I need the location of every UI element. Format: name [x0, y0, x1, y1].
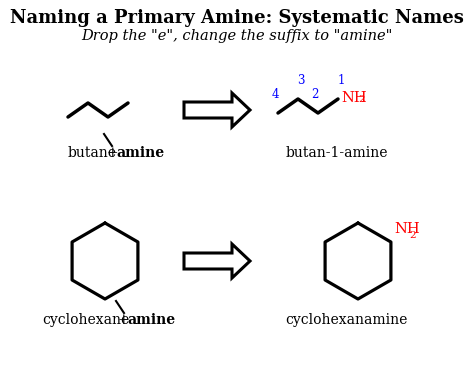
Text: Naming a Primary Amine: Systematic Names: Naming a Primary Amine: Systematic Names	[10, 9, 464, 27]
Text: amine: amine	[127, 313, 175, 327]
Text: cyclohexanamine: cyclohexanamine	[285, 313, 407, 327]
Text: 2: 2	[358, 95, 365, 104]
Polygon shape	[184, 93, 250, 127]
Text: 2: 2	[409, 231, 416, 240]
Text: 2: 2	[311, 88, 319, 101]
Text: cyclohexane: cyclohexane	[42, 313, 129, 327]
Text: butane: butane	[68, 146, 117, 160]
Text: NH: NH	[341, 91, 366, 105]
Text: 1: 1	[337, 74, 345, 87]
Text: +: +	[118, 313, 134, 327]
Text: +: +	[107, 146, 123, 160]
Text: NH: NH	[394, 222, 419, 236]
Text: 4: 4	[271, 88, 279, 101]
Text: butan-1-amine: butan-1-amine	[286, 146, 389, 160]
Polygon shape	[184, 244, 250, 278]
Text: 3: 3	[297, 74, 305, 87]
Text: amine: amine	[116, 146, 164, 160]
Text: Drop the "e", change the suffix to "amine": Drop the "e", change the suffix to "amin…	[82, 29, 392, 43]
